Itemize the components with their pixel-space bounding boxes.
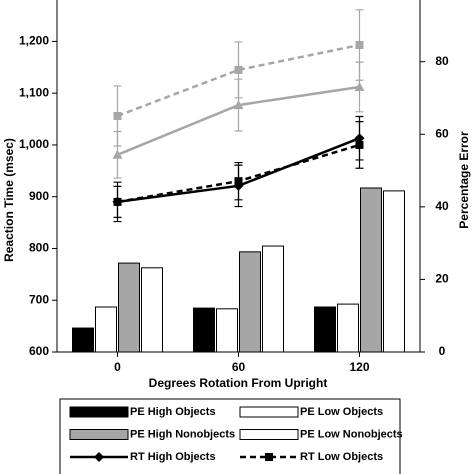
x-tick-label: 120	[349, 360, 369, 374]
y2-tick-label: 40	[435, 199, 449, 213]
bar	[118, 262, 140, 353]
y2-tick-label: 20	[435, 272, 449, 286]
bar	[216, 308, 238, 353]
legend-label: PE Low Nonobjects	[300, 428, 403, 440]
y-tick-label: 900	[29, 189, 49, 203]
line-marker	[355, 140, 364, 149]
line-marker	[113, 197, 122, 206]
y-axis-title: Reaction Time (msec)	[2, 138, 16, 262]
line-marker	[112, 149, 123, 159]
x-tick-label: 0	[114, 360, 121, 374]
bar	[193, 307, 215, 353]
y2-axis-title: Percentage Error	[457, 131, 471, 229]
legend-label: PE High Nonobjects	[130, 428, 235, 440]
bar	[95, 306, 117, 353]
bar	[239, 251, 261, 353]
x-tick-label: 60	[232, 360, 246, 374]
y-tick-label: 1,100	[19, 85, 49, 99]
y-tick-label: 1,200	[19, 34, 49, 48]
legend-swatch	[239, 429, 299, 440]
legend-marker	[265, 453, 273, 461]
y2-tick-label: 0	[439, 344, 446, 358]
legend-swatch	[239, 406, 299, 418]
y2-tick-label: 60	[435, 126, 449, 140]
line-marker	[354, 81, 365, 91]
legend-swatch	[69, 406, 129, 418]
y2-tick-label: 80	[435, 54, 449, 68]
bar	[141, 267, 163, 353]
legend-label: PE Low Objects	[300, 406, 383, 418]
legend-label: PE High Objects	[130, 406, 216, 418]
legend-swatch	[69, 429, 129, 440]
line-marker	[234, 177, 243, 186]
line-marker	[355, 41, 364, 50]
legend-label: RT High Objects	[130, 451, 216, 463]
y-tick-label: 800	[29, 241, 49, 255]
bar	[383, 190, 405, 353]
bar	[337, 303, 359, 353]
y-tick-label: 600	[29, 344, 49, 358]
y-tick-label: 1,000	[19, 137, 49, 151]
line-marker	[113, 111, 122, 120]
x-axis-title: Degrees Rotation From Upright	[149, 376, 328, 390]
bar	[314, 306, 336, 353]
line-marker	[233, 100, 244, 110]
legend-label: RT Low Objects	[300, 451, 383, 463]
bar	[262, 245, 284, 353]
bar	[360, 187, 382, 353]
line	[117, 43, 360, 118]
line-marker	[234, 65, 243, 74]
legend-marker	[94, 452, 104, 462]
bar	[72, 327, 94, 353]
y-tick-label: 700	[29, 292, 49, 306]
